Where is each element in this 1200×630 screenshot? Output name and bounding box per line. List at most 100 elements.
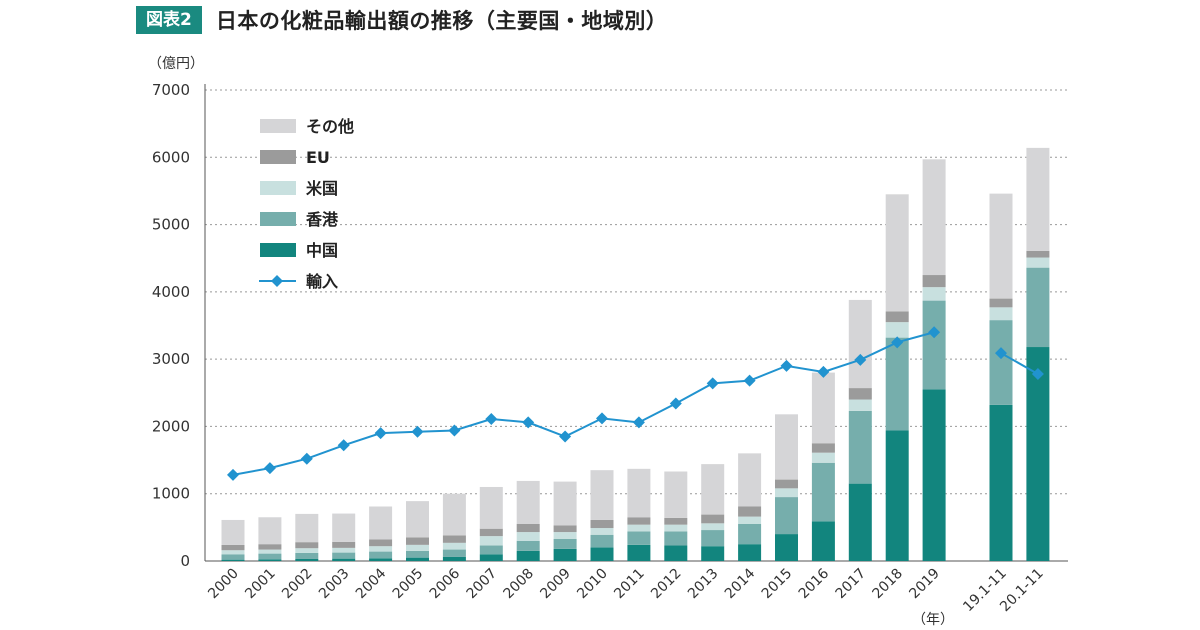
bar-hongkong-2017 xyxy=(848,410,872,484)
y-unit-label: （億円） xyxy=(148,56,204,72)
import-marker-2018 xyxy=(891,336,904,349)
bar-usa-2008 xyxy=(516,532,540,541)
x-tick-label: 2015 xyxy=(759,566,796,603)
x-tick-label: 2004 xyxy=(353,565,390,602)
bar-other-19.1-11 xyxy=(989,193,1013,299)
import-line-path xyxy=(1000,352,1039,375)
bar-usa-2001 xyxy=(258,549,282,554)
import-marker-2009 xyxy=(559,430,572,443)
x-tick-label: 2016 xyxy=(796,565,833,602)
bar-eu-2011 xyxy=(627,517,651,525)
bar-hongkong-2004 xyxy=(369,551,393,559)
bar-china-2001 xyxy=(258,559,282,561)
bar-china-20.1-11 xyxy=(1026,347,1050,561)
bar-china-2002 xyxy=(295,558,319,561)
bar-hongkong-2011 xyxy=(627,531,651,545)
import-line-path xyxy=(232,331,935,476)
bar-eu-2006 xyxy=(442,535,466,543)
x-tick-labels: 2000 2001 2002 2003 2004 2005 2006 2007 2008 2009… xyxy=(205,565,1046,615)
import-marker-2008 xyxy=(522,416,535,429)
bar-china-2008 xyxy=(516,550,540,561)
chart-header: 図表2 日本の化粧品輸出額の推移（主要国・地域別） xyxy=(136,6,667,34)
bar-usa-2018 xyxy=(885,322,909,338)
import-marker-2019 xyxy=(928,326,941,339)
legend-swatch-eu xyxy=(260,150,296,164)
x-tick-label: 2006 xyxy=(427,565,464,602)
bar-other-2006 xyxy=(442,493,466,536)
bar-other-2015 xyxy=(775,414,798,480)
bar-china-2000 xyxy=(221,559,245,561)
bar-usa-19.1-11 xyxy=(989,307,1013,321)
import-marker-2017 xyxy=(854,353,867,366)
bar-hongkong-2012 xyxy=(664,531,688,546)
bar-other-2011 xyxy=(627,468,651,518)
bar-usa-2000 xyxy=(221,550,245,555)
bar-hongkong-2013 xyxy=(701,530,725,547)
bar-china-2012 xyxy=(664,545,688,561)
bar-other-2005 xyxy=(406,501,429,538)
bar-eu-2007 xyxy=(479,528,503,537)
bar-usa-2013 xyxy=(701,523,725,531)
bar-other-2008 xyxy=(516,480,540,524)
y-tick-label: 1000 xyxy=(152,485,190,503)
y-tick-label: 2000 xyxy=(152,417,190,435)
import-marker-2014 xyxy=(743,374,756,387)
bar-usa-2002 xyxy=(295,548,319,553)
bar-usa-2016 xyxy=(811,452,835,463)
x-tick-label: 2005 xyxy=(390,566,427,603)
bar-eu-2005 xyxy=(406,537,429,545)
x-tick-label: 2018 xyxy=(870,566,907,603)
figure-badge: 図表2 xyxy=(136,6,202,34)
bar-other-2018 xyxy=(885,194,909,312)
bar-hongkong-2010 xyxy=(590,534,614,548)
bar-eu-2015 xyxy=(775,479,798,489)
bar-eu-2002 xyxy=(295,542,319,549)
bar-other-2013 xyxy=(701,464,725,515)
import-marker-2010 xyxy=(596,412,608,425)
bar-eu-2004 xyxy=(369,539,393,547)
bar-other-2010 xyxy=(590,470,614,520)
bar-hongkong-2002 xyxy=(295,552,319,559)
import-marker-2003 xyxy=(337,439,350,452)
bar-hongkong-2001 xyxy=(258,553,282,560)
bar-hongkong-2018 xyxy=(885,337,909,431)
bar-eu-2017 xyxy=(848,388,872,400)
y-tick-label: 0 xyxy=(180,552,190,570)
bar-china-2004 xyxy=(369,558,393,561)
y-tick-label: 6000 xyxy=(152,148,190,166)
bar-eu-2010 xyxy=(590,519,614,529)
bar-usa-2017 xyxy=(848,399,872,411)
bar-china-19.1-11 xyxy=(989,404,1013,561)
import-marker-2007 xyxy=(485,413,498,426)
bar-other-2007 xyxy=(479,486,503,529)
legend-label-eu: EU xyxy=(306,148,330,167)
legend-label-usa: 米国 xyxy=(306,179,338,198)
import-marker-2011 xyxy=(632,416,645,429)
bar-usa-2007 xyxy=(479,536,503,546)
import-marker-2006 xyxy=(448,424,461,437)
bar-china-2011 xyxy=(627,544,651,561)
bar-other-2019 xyxy=(922,159,946,276)
x-tick-label: 2013 xyxy=(685,566,722,603)
bar-hongkong-2014 xyxy=(738,523,762,545)
bar-other-2012 xyxy=(664,471,688,518)
bar-china-2014 xyxy=(738,544,762,561)
bar-eu-2018 xyxy=(885,311,909,323)
legend-label-china: 中国 xyxy=(306,241,338,260)
bar-usa-2015 xyxy=(775,488,798,498)
legend-swatch-other xyxy=(260,119,296,133)
x-tick-label: 2014 xyxy=(722,565,759,602)
bar-china-2019 xyxy=(922,389,946,561)
x-tick-label: 2001 xyxy=(242,566,279,603)
x-tick-label: 2012 xyxy=(648,566,685,603)
legend-swatch-china xyxy=(260,243,296,257)
x-tick-label: 2008 xyxy=(501,566,538,603)
bar-usa-2010 xyxy=(590,528,614,535)
bar-other-2001 xyxy=(258,517,282,545)
bar-china-2005 xyxy=(406,557,429,561)
x-tick-label: 2000 xyxy=(205,566,242,603)
bar-china-2018 xyxy=(885,430,909,561)
bar-hongkong-2016 xyxy=(811,462,835,522)
bar-hongkong-2003 xyxy=(332,552,356,559)
